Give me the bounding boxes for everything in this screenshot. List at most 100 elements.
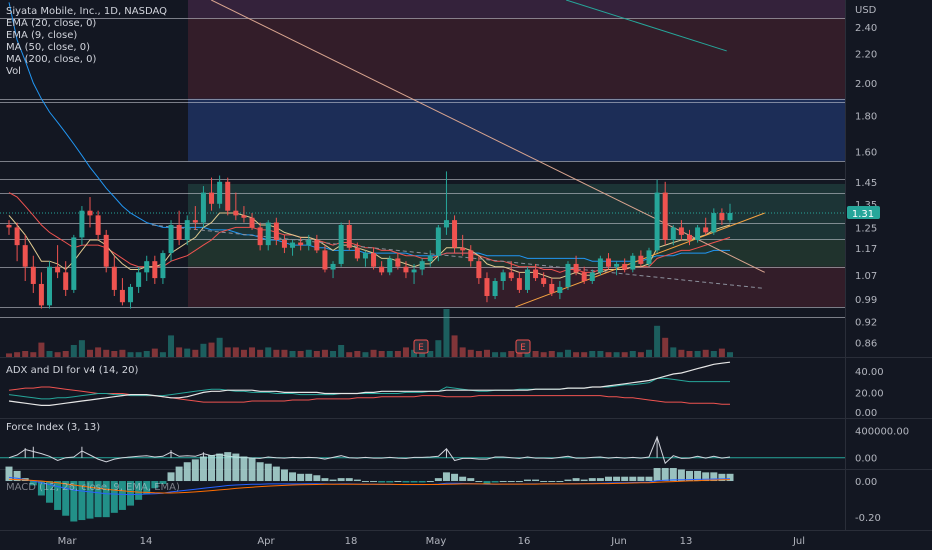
- candle-body: [55, 266, 61, 273]
- macd-histogram-bar: [726, 473, 734, 482]
- volume-bar: [143, 351, 150, 357]
- candle-body: [662, 192, 668, 240]
- volume-bar: [38, 342, 45, 357]
- candle-body: [484, 278, 490, 297]
- earnings-marker-group[interactable]: E E: [413, 339, 531, 354]
- macd-histogram-bar: [29, 481, 37, 486]
- macd-histogram-bar: [297, 473, 305, 482]
- macd-histogram-bar: [710, 472, 718, 482]
- price-axis[interactable]: USD 2.40 2.20 2.00 1.80 1.60 1.45 1.35 1.25 1.17…: [855, 5, 877, 349]
- horizontal-level-group: [0, 18, 845, 318]
- candle-body: [703, 227, 709, 233]
- candle-body: [30, 266, 36, 284]
- macd-label[interactable]: MACD (12, 26, close, 9, EMA, EMA): [6, 482, 180, 493]
- volume-bar: [605, 352, 612, 357]
- macd-histogram-bar: [70, 481, 78, 522]
- volume-bar: [459, 347, 466, 357]
- candle-body: [160, 253, 166, 279]
- force-index-pane[interactable]: Force Index (3, 13): [0, 422, 845, 465]
- macd-histogram-bar: [5, 466, 13, 482]
- macd-pane[interactable]: MACD (12, 26, close, 9, EMA, EMA): [5, 452, 734, 522]
- candle-body: [379, 266, 385, 273]
- price-zone: [188, 266, 845, 307]
- volume-bar: [232, 347, 239, 357]
- volume-bar: [281, 349, 288, 357]
- volume-bar: [451, 335, 458, 357]
- price-zone: [188, 183, 845, 240]
- macd-histogram-bar: [143, 481, 151, 495]
- price-tick: 1.25: [855, 223, 877, 234]
- candle-body: [330, 263, 336, 270]
- macd-histogram-bar: [378, 481, 386, 483]
- indicator-tick: -0.20: [855, 513, 881, 524]
- volume-bar: [419, 352, 426, 357]
- candle-body: [298, 242, 304, 246]
- earnings-marker[interactable]: E: [515, 339, 531, 354]
- volume-bar: [540, 352, 547, 357]
- macd-histogram-bar: [224, 452, 232, 482]
- volume-bar: [654, 325, 661, 357]
- legend-ema20[interactable]: EMA (20, close, 0): [6, 18, 96, 29]
- di-plus-line: [8, 377, 730, 400]
- legend-ma50[interactable]: MA (50, close, 0): [6, 42, 90, 53]
- volume-bar: [265, 347, 272, 357]
- macd-histogram-bar: [564, 479, 572, 482]
- volume-bar: [548, 351, 555, 357]
- macd-histogram-bar: [475, 481, 483, 483]
- time-tick: Jun: [610, 536, 627, 547]
- candle-body: [184, 220, 190, 240]
- price-pane[interactable]: E E Siyata Mobile, Inc., 1D, NASDAQ EMA …: [0, 0, 845, 357]
- volume-bar: [30, 352, 37, 357]
- volume-bar: [581, 352, 588, 357]
- volume-bar: [216, 337, 223, 357]
- price-zone: [188, 18, 845, 99]
- candle-body: [670, 227, 676, 240]
- macd-histogram-bar: [127, 481, 135, 506]
- earnings-marker[interactable]: E: [413, 339, 429, 354]
- macd-histogram-bar: [337, 478, 345, 482]
- macd-histogram-bar: [459, 476, 467, 482]
- force-index-label[interactable]: Force Index (3, 13): [6, 422, 100, 433]
- volume-bar: [168, 335, 175, 357]
- volume-group: [6, 309, 733, 357]
- volume-bar: [475, 351, 482, 357]
- volume-bar: [273, 349, 280, 357]
- macd-histogram-bar: [418, 481, 426, 483]
- macd-histogram-bar: [280, 469, 288, 482]
- candle-body: [47, 266, 53, 306]
- macd-histogram-bar: [653, 468, 661, 482]
- candle-body: [176, 224, 182, 240]
- candle-body: [646, 250, 652, 264]
- candle-body: [573, 263, 579, 273]
- legend[interactable]: Siyata Mobile, Inc., 1D, NASDAQ EMA (20,…: [6, 6, 167, 77]
- volume-bar: [14, 352, 21, 357]
- volume-bar: [111, 351, 118, 357]
- adx-pane[interactable]: ADX and DI for v4 (14, 20): [6, 361, 731, 406]
- legend-vol[interactable]: Vol: [6, 66, 21, 77]
- candle-body: [354, 247, 360, 259]
- volume-bar: [159, 352, 166, 357]
- volume-bar: [621, 352, 628, 357]
- macd-histogram-bar: [248, 457, 256, 482]
- volume-bar: [313, 351, 320, 357]
- candle-body: [38, 283, 44, 306]
- macd-histogram-bar: [37, 481, 45, 496]
- candle-body: [249, 217, 255, 228]
- legend-ema9[interactable]: EMA (9, close): [6, 30, 77, 41]
- macd-histogram-bar: [289, 472, 297, 482]
- volume-bar: [70, 345, 77, 357]
- macd-histogram-bar: [718, 473, 726, 482]
- macd-histogram-bar: [329, 479, 337, 482]
- price-tick: 2.00: [855, 79, 877, 90]
- candle-body: [686, 234, 692, 240]
- time-axis[interactable]: Mar 14 Apr 18 May 16 Jun 13 Jul: [58, 536, 805, 547]
- last-price-badge: 1.31: [847, 206, 880, 220]
- volume-bar: [645, 349, 652, 357]
- candle-body: [524, 269, 530, 290]
- legend-ma200[interactable]: MA (200, close, 0): [6, 54, 96, 65]
- adx-label[interactable]: ADX and DI for v4 (14, 20): [6, 365, 138, 376]
- macd-histogram-bar: [240, 456, 248, 482]
- chart-title[interactable]: Siyata Mobile, Inc., 1D, NASDAQ: [6, 6, 167, 17]
- price-tick: 1.35: [855, 200, 877, 211]
